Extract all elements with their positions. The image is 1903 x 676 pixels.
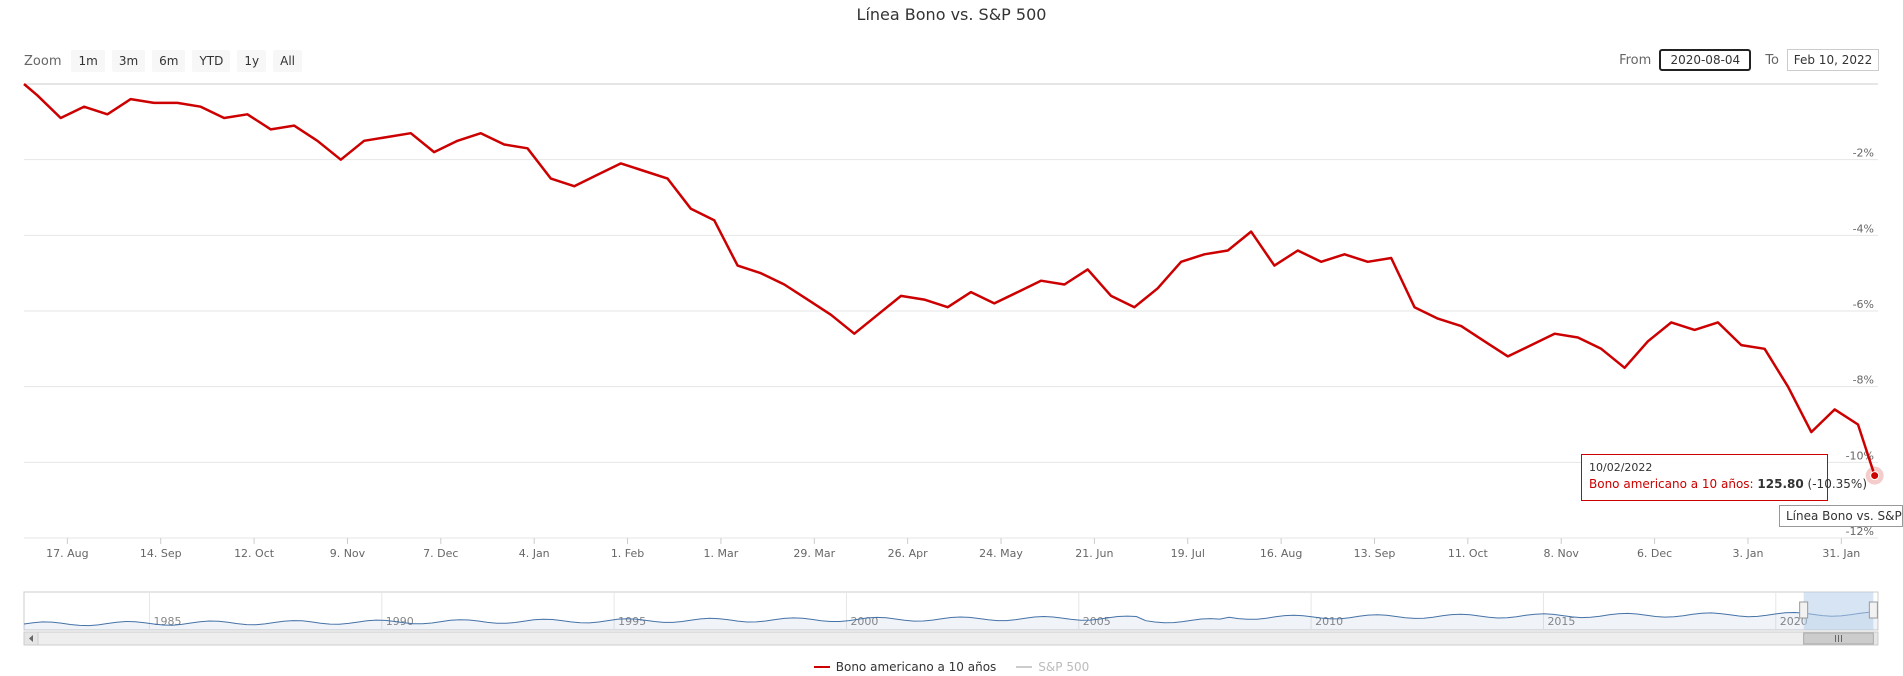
x-tick-label: 19. Jul bbox=[1171, 547, 1205, 560]
x-tick-label: 12. Oct bbox=[234, 547, 275, 560]
navigator-handle-right[interactable] bbox=[1868, 601, 1878, 619]
chart-legend: Bono americano a 10 años S&P 500 bbox=[0, 660, 1903, 674]
zoom-6m-button[interactable]: 6m bbox=[152, 50, 186, 72]
x-tick-label: 26. Apr bbox=[888, 547, 928, 560]
x-tick-label: 6. Dec bbox=[1637, 547, 1672, 560]
y-tick-label: -12% bbox=[1846, 525, 1874, 538]
chevron-left-icon bbox=[29, 635, 33, 642]
x-tick-label: 1. Feb bbox=[611, 547, 644, 560]
tooltip-value: 125.80 bbox=[1757, 477, 1804, 491]
zoom-ytd-button[interactable]: YTD bbox=[192, 50, 231, 72]
date-range-inputs: From To bbox=[1619, 47, 1879, 73]
x-tick-label: 31. Jan bbox=[1822, 547, 1860, 560]
legend-label-bono: Bono americano a 10 años bbox=[835, 660, 997, 674]
navigator-year-label: 1995 bbox=[618, 615, 646, 628]
navigator-line bbox=[23, 611, 1879, 627]
from-label: From bbox=[1619, 52, 1652, 68]
series-flag-label: Línea Bono vs. S&P 500 bbox=[1779, 505, 1903, 527]
tooltip-change: (-10.35%) bbox=[1807, 477, 1867, 491]
zoom-label: Zoom bbox=[24, 53, 62, 69]
x-tick-label: 24. May bbox=[979, 547, 1023, 560]
y-tick-label: -4% bbox=[1853, 222, 1874, 235]
navigator-year-label: 1990 bbox=[386, 615, 414, 628]
navigator-selection[interactable] bbox=[1803, 592, 1874, 630]
legend-line-icon bbox=[1016, 666, 1033, 668]
to-date-input[interactable] bbox=[1787, 49, 1879, 71]
zoom-all-button[interactable]: All bbox=[273, 50, 303, 72]
scrollbar-track bbox=[23, 631, 1879, 646]
x-tick-label: 3. Jan bbox=[1732, 547, 1763, 560]
x-tick-label: 7. Dec bbox=[423, 547, 458, 560]
navigator-year-label: 2000 bbox=[850, 615, 878, 628]
legend-line-icon bbox=[813, 666, 830, 668]
legend-label-sp500: S&P 500 bbox=[1038, 660, 1090, 674]
y-tick-label: -8% bbox=[1853, 374, 1874, 387]
chart-title: Línea Bono vs. S&P 500 bbox=[856, 5, 1047, 24]
zoom-selector: Zoom 1m 3m 6m YTD 1y All bbox=[24, 50, 309, 72]
tooltip-date: 10/02/2022 bbox=[1589, 461, 1653, 474]
x-tick-label: 9. Nov bbox=[330, 547, 366, 560]
legend-item-bono[interactable]: Bono americano a 10 años bbox=[813, 660, 997, 674]
y-tick-label: -2% bbox=[1853, 147, 1874, 160]
tooltip-series-row: Bono americano a 10 años: 125.80 (-10.35… bbox=[1589, 477, 1867, 491]
to-label: To bbox=[1765, 52, 1779, 68]
x-tick-label: 13. Sep bbox=[1354, 547, 1396, 560]
zoom-1y-button[interactable]: 1y bbox=[237, 50, 267, 72]
from-date-input[interactable] bbox=[1659, 49, 1752, 71]
navigator-area bbox=[24, 612, 1878, 630]
series-line-bono bbox=[23, 83, 1876, 476]
zoom-1m-button[interactable]: 1m bbox=[71, 50, 105, 72]
hover-point bbox=[1870, 471, 1880, 481]
x-tick-label: 1. Mar bbox=[704, 547, 739, 560]
x-tick-label: 4. Jan bbox=[519, 547, 550, 560]
zoom-3m-button[interactable]: 3m bbox=[111, 50, 146, 72]
x-tick-label: 11. Oct bbox=[1448, 547, 1489, 560]
x-tick-label: 17. Aug bbox=[46, 547, 88, 560]
y-tick-label: -6% bbox=[1853, 298, 1874, 311]
data-tooltip: 10/02/2022 Bono americano a 10 años: 125… bbox=[1581, 454, 1867, 501]
x-tick-label: 29. Mar bbox=[793, 547, 835, 560]
legend-item-sp500[interactable]: S&P 500 bbox=[1016, 660, 1089, 674]
tooltip-series-label: Bono americano a 10 años bbox=[1589, 477, 1750, 491]
navigator-year-label: 2015 bbox=[1547, 615, 1575, 628]
x-tick-label: 8. Nov bbox=[1543, 547, 1579, 560]
x-tick-label: 14. Sep bbox=[140, 547, 182, 560]
navigator-handle-left[interactable] bbox=[1799, 601, 1809, 619]
x-tick-label: 16. Aug bbox=[1260, 547, 1302, 560]
x-tick-label: 21. Jun bbox=[1075, 547, 1113, 560]
